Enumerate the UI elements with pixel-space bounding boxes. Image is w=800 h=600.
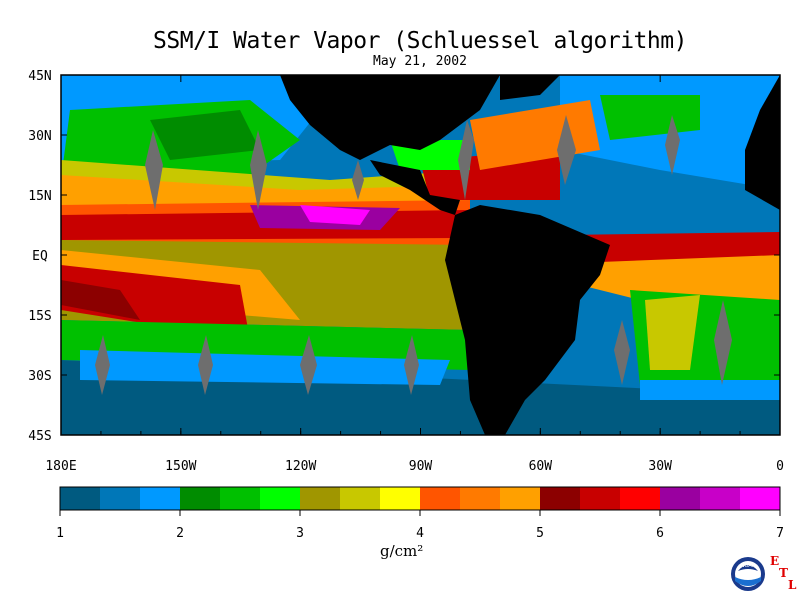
colorbar-swatch	[260, 487, 301, 510]
colorbar-swatch	[500, 487, 541, 510]
colorbar-swatch	[60, 487, 101, 510]
lon-label: 120W	[285, 459, 316, 474]
lat-label: 15N	[28, 189, 51, 204]
colorbar-swatch	[100, 487, 141, 510]
colorbar-swatch	[740, 487, 781, 510]
colorbar-swatch	[300, 487, 341, 510]
colorbar-swatch	[540, 487, 581, 510]
lat-label: 30S	[28, 369, 51, 384]
lon-label: 180E	[45, 459, 76, 474]
colorbar-tick-label: 2	[176, 526, 184, 541]
etl-letter-t: T	[779, 566, 788, 580]
etl-letter-l: L	[788, 578, 797, 592]
lon-label: 30W	[648, 459, 672, 474]
lon-label: 60W	[529, 459, 553, 474]
colorbar-swatch	[340, 487, 381, 510]
colorbar-swatch	[700, 487, 741, 510]
vapor-field	[61, 75, 780, 435]
noaa-etl-logo: NOAA E T L	[731, 554, 797, 592]
colorbar-swatch	[140, 487, 181, 510]
colorbar-tick-label: 1	[56, 526, 64, 541]
colorbar-units: g/cm²	[380, 542, 424, 560]
lat-label: 45S	[28, 429, 51, 444]
lat-label: EQ	[32, 249, 48, 264]
colorbar-tick-label: 4	[416, 526, 424, 541]
map-title: SSM/I Water Vapor (Schluessel algorithm)	[153, 28, 687, 54]
etl-letter-e: E	[770, 554, 779, 568]
svg-text:NOAA: NOAA	[741, 563, 756, 569]
colorbar-swatch	[380, 487, 421, 510]
axis-labels: 45N 30N 15N EQ 15S 30S 45S 180E 150W 120W 90W 60W 30…	[28, 69, 784, 474]
map-date: May 21, 2002	[373, 54, 467, 69]
colorbar-tick-label: 7	[776, 526, 784, 541]
lon-label: 90W	[409, 459, 433, 474]
colorbar-swatch	[460, 487, 501, 510]
colorbar-swatch	[580, 487, 621, 510]
colorbar-swatch	[180, 487, 221, 510]
lon-label: 150W	[165, 459, 196, 474]
lat-label: 15S	[28, 309, 51, 324]
lat-label: 30N	[28, 129, 51, 144]
colorbar-tick-label: 5	[536, 526, 544, 541]
colorbar-swatch	[420, 487, 461, 510]
colorbar-tick-label: 6	[656, 526, 664, 541]
colorbar-swatch	[620, 487, 661, 510]
lat-label: 45N	[28, 69, 51, 84]
lon-label: 0	[776, 459, 784, 474]
colorbar-tick-label: 3	[296, 526, 304, 541]
colorbar-swatch	[220, 487, 261, 510]
colorbar: 1 2 3 4 5 6 7	[56, 486, 784, 541]
colorbar-swatch	[660, 487, 701, 510]
